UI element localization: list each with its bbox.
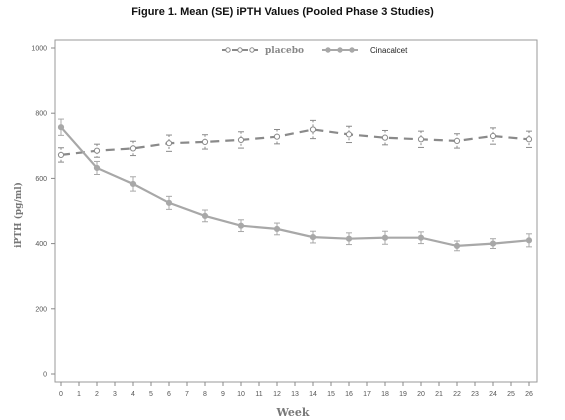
x-tick-label: 17 <box>363 391 371 398</box>
legend-marker-cinacalcet <box>349 47 355 53</box>
x-tick-label: 14 <box>309 391 317 398</box>
series-line-cinacalcet <box>60 126 530 248</box>
legend-label-cinacalcet: Cinacalcet <box>370 46 408 55</box>
x-tick-label: 18 <box>381 391 389 398</box>
x-tick-label: 4 <box>131 391 135 398</box>
data-point-placebo <box>129 145 137 152</box>
data-point-placebo <box>273 133 281 140</box>
data-point-cinacalcet <box>381 234 389 241</box>
data-point-cinacalcet <box>453 242 461 249</box>
data-point-cinacalcet <box>309 233 317 241</box>
data-point-cinacalcet <box>165 199 173 206</box>
x-tick-label: 22 <box>453 391 461 398</box>
x-tick-label: 0 <box>59 391 63 398</box>
legend-marker-placebo <box>249 47 255 53</box>
data-point-cinacalcet <box>273 225 281 233</box>
data-point-placebo <box>345 131 353 138</box>
legend-label-placebo: placebo <box>265 46 304 56</box>
data-point-placebo <box>489 132 497 140</box>
x-tick-label: 15 <box>327 391 335 398</box>
x-tick-label: 6 <box>167 391 171 398</box>
series-line-placebo <box>60 128 530 156</box>
data-point-placebo <box>381 134 389 141</box>
x-tick-label: 16 <box>345 391 353 398</box>
x-tick-label: 23 <box>471 391 479 398</box>
data-point-cinacalcet <box>525 237 533 244</box>
data-point-cinacalcet <box>237 222 245 229</box>
x-tick-label: 20 <box>417 391 425 398</box>
data-point-placebo <box>57 151 65 159</box>
x-tick-label: 24 <box>489 391 497 398</box>
data-point-cinacalcet <box>201 212 209 219</box>
x-tick-label: 19 <box>399 391 407 398</box>
x-tick-label: 10 <box>237 391 245 398</box>
data-point-placebo <box>417 136 425 143</box>
data-point-cinacalcet <box>129 180 137 188</box>
x-tick-label: 21 <box>435 391 443 398</box>
legend-marker-placebo <box>225 47 231 53</box>
y-tick-label: 800 <box>35 111 47 118</box>
x-tick-label: 11 <box>255 391 262 398</box>
data-point-cinacalcet <box>489 240 497 247</box>
legend-marker-cinacalcet <box>325 47 331 53</box>
x-axis-label: Week <box>275 406 309 419</box>
data-point-placebo <box>309 126 317 133</box>
data-point-cinacalcet <box>417 234 425 241</box>
y-tick-label: 200 <box>35 306 47 313</box>
x-tick-label: 8 <box>203 391 207 398</box>
data-point-cinacalcet <box>93 164 101 172</box>
x-tick-label: 2 <box>95 391 99 398</box>
data-point-placebo <box>93 147 101 154</box>
data-point-placebo <box>453 137 461 145</box>
x-tick-label: 3 <box>113 391 117 398</box>
data-point-placebo <box>201 138 209 145</box>
x-tick-label: 26 <box>525 391 533 398</box>
data-point-placebo <box>237 136 245 144</box>
x-tick-label: 5 <box>149 391 153 398</box>
x-tick-label: 13 <box>291 391 299 398</box>
data-point-placebo <box>525 136 533 143</box>
y-axis-label: iPTH (pg/ml) <box>13 182 24 248</box>
x-tick-label: 12 <box>273 391 281 398</box>
data-point-cinacalcet <box>57 124 65 131</box>
plot-frame <box>54 39 538 383</box>
data-point-cinacalcet <box>345 235 353 242</box>
y-tick-label: 600 <box>35 176 47 183</box>
legend-marker-cinacalcet <box>337 47 343 53</box>
y-tick-label: 1000 <box>31 46 47 53</box>
y-tick-label: 400 <box>35 241 47 248</box>
legend-marker-placebo <box>237 47 243 53</box>
data-point-placebo <box>165 140 173 147</box>
x-tick-label: 25 <box>507 391 515 398</box>
y-tick-label: 0 <box>43 372 47 379</box>
x-tick-label: 7 <box>185 391 189 398</box>
x-tick-label: 9 <box>221 391 225 398</box>
chart-title: Figure 1. Mean (SE) iPTH Values (Pooled … <box>131 6 434 18</box>
x-tick-label: 1 <box>77 391 81 398</box>
